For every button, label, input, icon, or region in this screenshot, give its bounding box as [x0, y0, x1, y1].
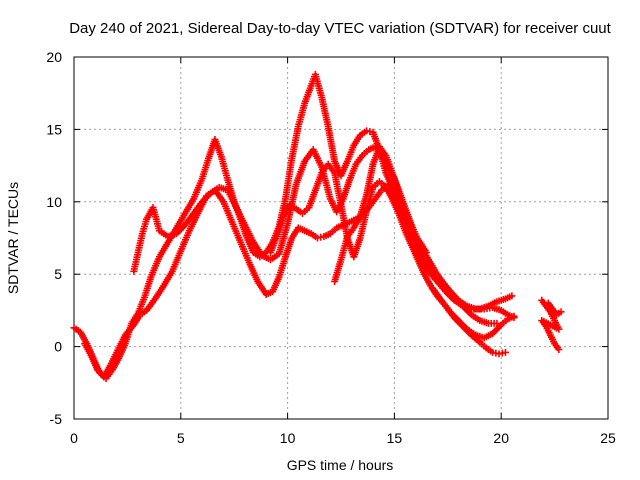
y-tick-label: 10 — [46, 194, 62, 210]
y-tick-label: 15 — [46, 121, 62, 137]
axis-ticks — [73, 56, 609, 420]
x-tick-label: 20 — [493, 430, 509, 446]
y-tick-labels: -5 0 5 10 15 20 — [46, 49, 62, 427]
x-tick-label: 5 — [177, 430, 185, 446]
data-points — [70, 70, 565, 382]
plot-frame — [73, 56, 609, 420]
y-tick-label: 5 — [54, 266, 62, 282]
y-axis-label: SDTVAR / TECUs — [5, 182, 21, 294]
y-tick-label: 0 — [54, 339, 62, 355]
x-tick-label: 0 — [70, 430, 78, 446]
x-tick-labels: 0 5 10 15 20 25 — [70, 430, 616, 446]
grid-lines — [74, 57, 608, 419]
x-tick-label: 10 — [280, 430, 296, 446]
data-point — [501, 348, 509, 356]
x-axis-label: GPS time / hours — [287, 457, 394, 473]
data-point — [508, 292, 516, 300]
x-tick-label: 25 — [600, 430, 616, 446]
x-tick-label: 15 — [387, 430, 403, 446]
y-tick-label: 20 — [46, 49, 62, 65]
data-point — [510, 312, 518, 320]
data-point — [555, 345, 563, 353]
y-tick-label: -5 — [50, 411, 63, 427]
data-point — [557, 308, 565, 316]
chart-title: Day 240 of 2021, Sidereal Day-to-day VTE… — [69, 20, 611, 37]
